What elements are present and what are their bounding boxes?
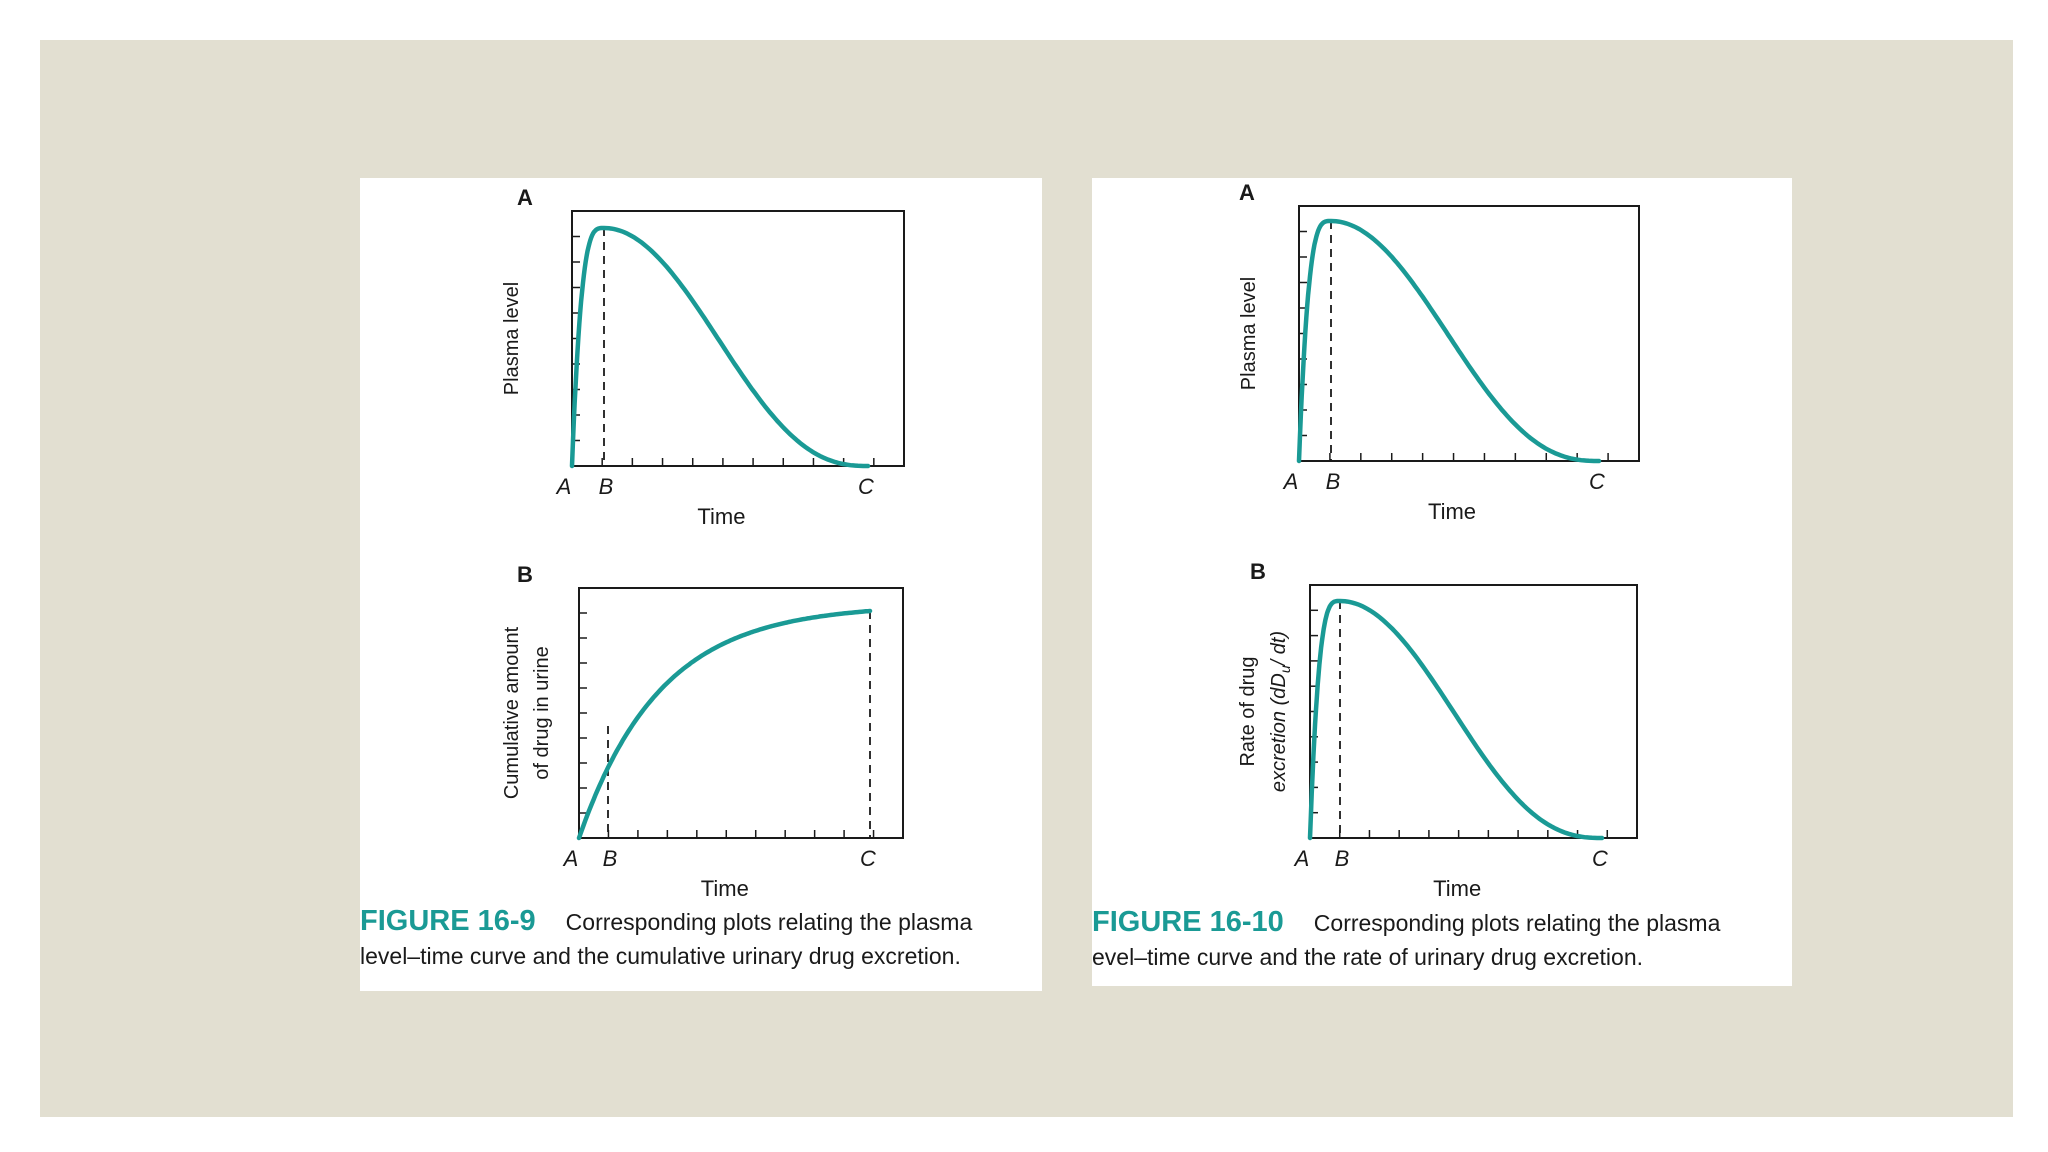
caption-text-1: Corresponding plots relating the plasma xyxy=(1313,910,1721,936)
plot-A: A A B C Time Plasma level xyxy=(501,185,905,529)
x-marker-A: A xyxy=(1282,469,1299,494)
y-label-text-end: / dt) xyxy=(1268,631,1290,667)
y-axis-label: Plasma level xyxy=(1238,277,1260,390)
y-label-text: excretion (dD xyxy=(1268,673,1290,792)
panel-label: A xyxy=(517,185,533,210)
x-marker-C: C xyxy=(1589,469,1605,494)
x-marker-C: C xyxy=(860,846,876,871)
x-axis-label: Time xyxy=(1428,499,1476,524)
figure-number: FIGURE 16-10 xyxy=(1092,906,1284,938)
caption-line-2: evel–time curve and the rate of urinary … xyxy=(1092,944,1644,970)
caption-line-1: FIGURE 16-10 Corresponding plots relating… xyxy=(1092,905,1720,940)
x-marker-B: B xyxy=(599,474,614,499)
slide-background: A A B C Time Plasma level B A B C Time Cumulative a… xyxy=(40,40,2013,1117)
caption-line-2: level–time curve and the cumulative urin… xyxy=(360,943,961,969)
figure-16-10-panel: A A B C Time Plasma level B A B C Time Rate of drug… xyxy=(1092,178,1792,986)
data-curve xyxy=(1296,218,1602,464)
y-label-subscript: u xyxy=(1277,665,1293,673)
x-marker-B: B xyxy=(603,846,618,871)
y-axis-label-line-2: of drug in urine xyxy=(531,646,553,779)
panel-label: A xyxy=(1239,180,1255,205)
y-label-text: of drug in urine xyxy=(531,646,553,779)
panel-label: B xyxy=(1250,559,1266,584)
data-curve xyxy=(576,608,873,841)
x-marker-A: A xyxy=(1293,846,1310,871)
x-marker-C: C xyxy=(858,474,874,499)
x-axis-label: Time xyxy=(697,504,745,529)
data-curve xyxy=(1307,598,1605,841)
caption-line-1: FIGURE 16-9 Corresponding plots relating … xyxy=(360,904,972,939)
x-marker-A: A xyxy=(555,474,572,499)
y-axis-label: Plasma level xyxy=(501,282,523,395)
x-marker-A: A xyxy=(562,846,579,871)
figure-16-9-panel: A A B C Time Plasma level B A B C Time Cumulative a… xyxy=(360,178,1042,991)
x-axis-label: Time xyxy=(1433,876,1481,901)
figure-16-9-caption: FIGURE 16-9 Corresponding plots relating … xyxy=(360,904,972,973)
panel-label: B xyxy=(517,562,533,587)
plot-frame xyxy=(578,587,904,839)
data-curve xyxy=(569,225,871,469)
x-marker-C: C xyxy=(1592,846,1608,871)
y-axis-label-line-1: Cumulative amount xyxy=(501,626,523,799)
x-marker-B: B xyxy=(1326,469,1341,494)
y-axis-label-line-1: Rate of drug xyxy=(1237,656,1259,766)
figure-16-10-caption: FIGURE 16-10 Corresponding plots relating… xyxy=(1092,905,1720,974)
plot-A: A A B C Time Plasma level xyxy=(1238,180,1640,524)
plot-frame xyxy=(1309,584,1638,839)
caption-text-1: Corresponding plots relating the plasma xyxy=(565,909,973,935)
y-axis-label-line-2: excretion (dDu/ dt) xyxy=(1268,631,1293,792)
x-axis-label: Time xyxy=(701,876,749,901)
plot-frame xyxy=(571,210,905,467)
figure-number: FIGURE 16-9 xyxy=(360,905,536,937)
plot-frame xyxy=(1298,205,1640,462)
x-marker-B: B xyxy=(1335,846,1350,871)
